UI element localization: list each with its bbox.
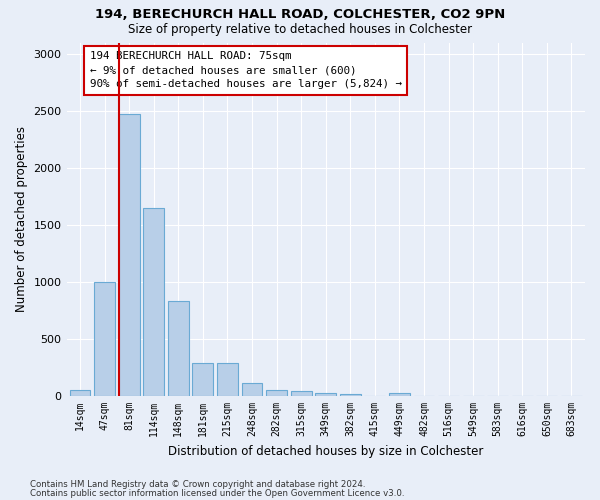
Bar (119, 114, 140, 396)
Bar (168, 302, 189, 396)
Text: Contains HM Land Registry data © Crown copyright and database right 2024.: Contains HM Land Registry data © Crown c… (30, 480, 365, 489)
Bar (242, 383, 262, 396)
Bar (193, 363, 214, 396)
Bar (266, 390, 287, 396)
X-axis label: Distribution of detached houses by size in Colchester: Distribution of detached houses by size … (168, 444, 484, 458)
Bar (340, 394, 361, 396)
Text: Contains public sector information licensed under the Open Government Licence v3: Contains public sector information licen… (30, 488, 404, 498)
Text: 194, BERECHURCH HALL ROAD, COLCHESTER, CO2 9PN: 194, BERECHURCH HALL ROAD, COLCHESTER, C… (95, 8, 505, 20)
Bar (143, 208, 164, 396)
Bar (94, 282, 115, 396)
Bar (70, 390, 91, 396)
Text: Size of property relative to detached houses in Colchester: Size of property relative to detached ho… (128, 22, 472, 36)
Text: 194 BERECHURCH HALL ROAD: 75sqm
← 9% of detached houses are smaller (600)
90% of: 194 BERECHURCH HALL ROAD: 75sqm ← 9% of … (90, 52, 402, 90)
Bar (291, 392, 311, 396)
Y-axis label: Number of detached properties: Number of detached properties (15, 126, 28, 312)
Bar (217, 363, 238, 396)
Bar (389, 392, 410, 396)
Bar (316, 392, 336, 396)
